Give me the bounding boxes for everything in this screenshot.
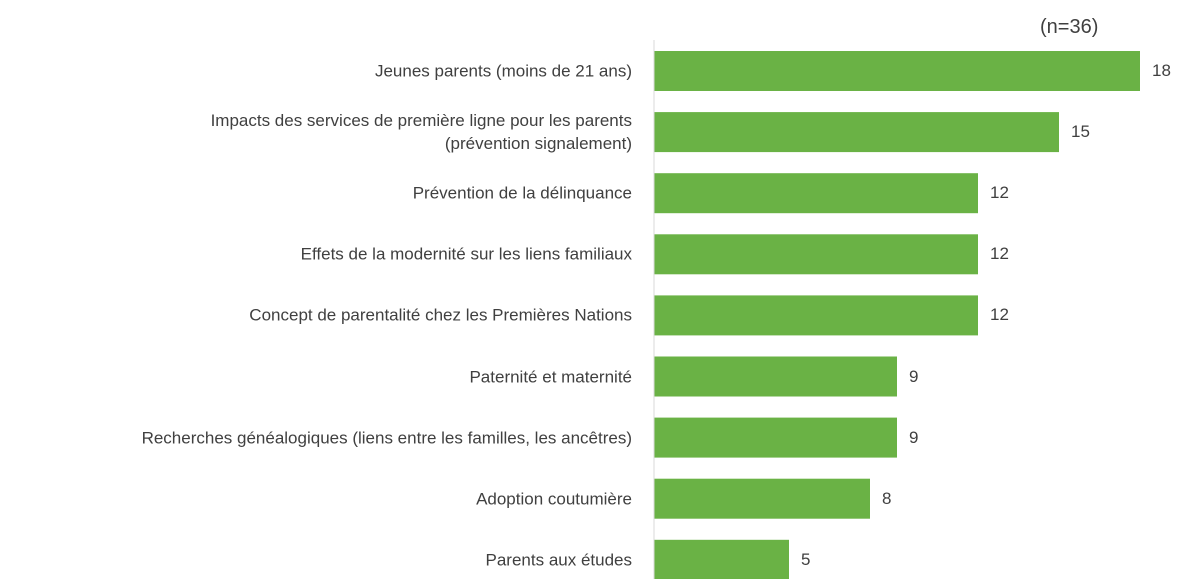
- category-label: Concept de parentalité chez les Première…: [249, 305, 632, 325]
- bar: [654, 112, 1059, 153]
- value-label: 12: [990, 244, 1009, 264]
- category-label: Paternité et maternité: [469, 367, 632, 386]
- category-label: Jeunes parents (moins de 21 ans): [374, 61, 632, 81]
- value-label: 8: [882, 488, 892, 508]
- category-label: Impacts des services de première ligne p…: [210, 111, 632, 154]
- value-label: 18: [1152, 61, 1171, 80]
- bar: [654, 51, 1140, 91]
- value-label: 9: [909, 366, 919, 386]
- category-label: Parents aux études: [485, 550, 632, 570]
- bar: [654, 417, 897, 458]
- category-label: Prévention de la délinquance: [412, 183, 632, 203]
- value-label: 9: [909, 427, 919, 447]
- subtitle: (n=36): [1040, 16, 1099, 38]
- category-label: Adoption coutumière: [476, 489, 632, 509]
- value-label: 5: [801, 549, 811, 569]
- bar: [654, 173, 978, 214]
- value-label: 12: [990, 183, 1009, 203]
- value-label: 12: [990, 305, 1009, 325]
- category-label: Recherches généalogiques (liens entre le…: [141, 428, 632, 448]
- category-label: Effets de la modernité sur les liens fam…: [300, 244, 632, 264]
- bar: [654, 234, 978, 275]
- value-label: 15: [1071, 122, 1090, 142]
- bar: [654, 356, 897, 397]
- bar: [654, 539, 789, 579]
- bar: [654, 478, 870, 519]
- bar: [654, 295, 978, 336]
